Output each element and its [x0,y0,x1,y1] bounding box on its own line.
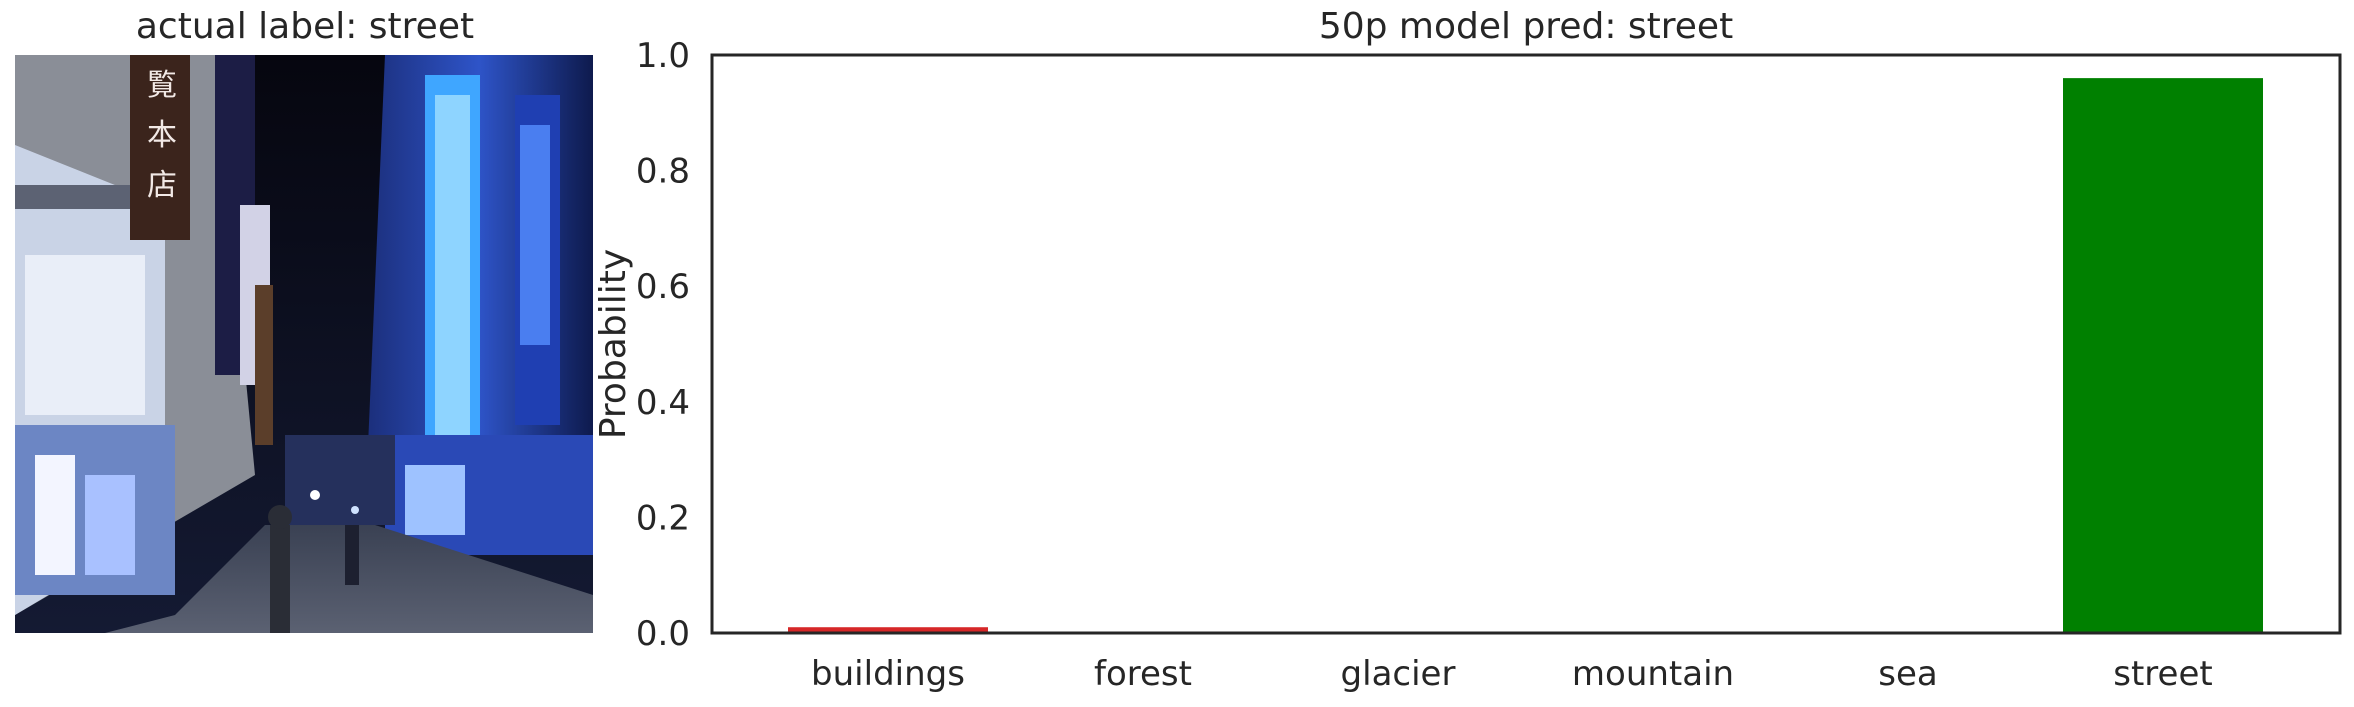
y-tick-label: 0.6 [636,267,690,307]
y-tick-label: 0.0 [636,614,690,654]
y-axis-label: Probability [593,249,634,439]
street-photo: 覧 本 店 [15,55,593,633]
chart-title: 50p model pred: street [1318,6,1734,47]
y-tick-label: 0.2 [636,498,690,538]
x-tick-label: forest [1094,654,1192,694]
bars-layer [788,78,2263,634]
x-tick-label: street [2113,654,2212,694]
y-tick-label: 0.4 [636,383,690,423]
x-tick-label: mountain [1572,654,1734,694]
x-tick-label: glacier [1341,654,1456,694]
actual-label-title: actual label: street [135,6,475,47]
bar-street [2063,78,2263,634]
svg-text:店: 店 [147,168,177,203]
x-tick-label: sea [1878,654,1937,694]
x-tick-label: buildings [811,654,965,694]
x-axis: buildings forest glacier mountain sea street [811,654,2213,694]
y-tick-label: 0.8 [636,152,690,192]
bar-buildings [788,627,988,633]
y-tick-label: 1.0 [636,36,690,76]
svg-text:本: 本 [147,118,177,153]
plot-area [710,53,2342,635]
y-axis: 0.0 0.2 0.4 0.6 0.8 1.0 [636,36,690,654]
svg-text:覧: 覧 [147,68,177,103]
